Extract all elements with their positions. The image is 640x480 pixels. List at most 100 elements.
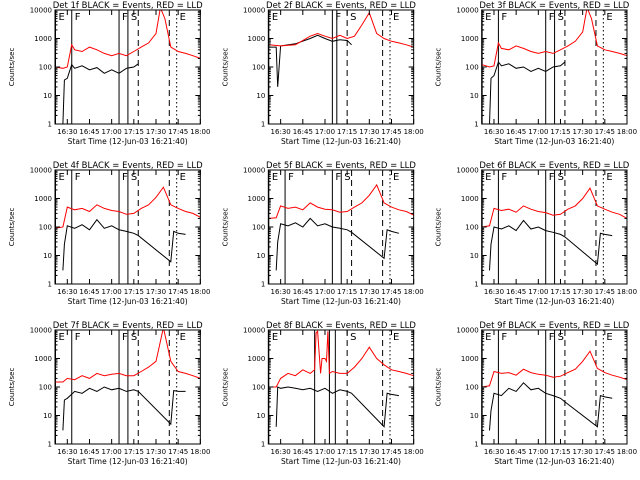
x-tick-label: 17:30 [359, 128, 379, 136]
y-tick-label: 100 [39, 64, 52, 72]
panel-title: Det 2f BLACK = Events, RED = LLD [266, 1, 416, 11]
x-tick-label: 17:00 [528, 128, 548, 136]
y-tick-label: 1 [261, 441, 265, 449]
x-tick-label: 17:30 [573, 128, 593, 136]
x-tick-label: 17:15 [124, 448, 144, 456]
y-axis-label: Counts/sec [221, 368, 229, 407]
event-marker-label: F [501, 172, 507, 183]
x-tick-label: 17:30 [146, 448, 166, 456]
panel-title: Det 8f BLACK = Events, RED = LLD [266, 321, 416, 331]
x-tick-label: 17:45 [168, 288, 188, 296]
x-tick-label: 16:30 [271, 128, 291, 136]
panel-title: Det 3f BLACK = Events, RED = LLD [479, 1, 629, 11]
y-tick-label: 10000 [456, 7, 478, 15]
event-marker-label: E [272, 332, 278, 343]
event-marker-label: F [335, 12, 341, 23]
y-tick-label: 1 [261, 121, 265, 129]
series-line-events [62, 218, 186, 271]
event-marker-label: F [288, 172, 294, 183]
x-tick-label: 16:30 [484, 448, 504, 456]
event-marker-label: F [122, 172, 128, 183]
x-tick-label: 16:30 [484, 288, 504, 296]
x-tick-label: 16:30 [57, 448, 77, 456]
y-tick-label: 10000 [30, 7, 52, 15]
x-tick-label: 17:30 [359, 448, 379, 456]
x-tick-label: 17:00 [315, 128, 335, 136]
y-tick-label: 10 [43, 412, 52, 420]
y-tick-label: 100 [465, 64, 478, 72]
y-tick-label: 10000 [456, 327, 478, 335]
x-tick-label: 17:45 [168, 128, 188, 136]
y-tick-label: 10000 [243, 327, 265, 335]
plot-frame [267, 9, 415, 125]
y-tick-label: 100 [39, 384, 52, 392]
x-tick-label: 17:00 [315, 448, 335, 456]
y-axis-label: Counts/sec [221, 208, 229, 247]
event-marker-label: E [485, 172, 491, 183]
x-tick-label: 16:45 [79, 288, 99, 296]
x-tick-label: 17:00 [102, 288, 122, 296]
event-marker-label: S [558, 12, 564, 23]
x-tick-label: 17:15 [550, 448, 570, 456]
x-tick-label: 16:45 [506, 288, 526, 296]
event-marker-label: E [485, 332, 491, 343]
x-tick-label: 16:30 [271, 448, 291, 456]
x-tick-label: 17:45 [381, 448, 401, 456]
y-tick-label: 100 [39, 224, 52, 232]
x-tick-label: 17:00 [528, 288, 548, 296]
series-line-events [62, 386, 186, 431]
event-marker-label: F [501, 12, 507, 23]
x-axis-label: Start Time (12-Jun-03 16:21:40) [494, 457, 614, 466]
y-tick-label: 10 [470, 252, 479, 260]
event-marker-label: E [272, 12, 278, 23]
y-tick-label: 10 [256, 252, 265, 260]
event-marker-label: E [606, 172, 612, 183]
y-tick-label: 100 [465, 384, 478, 392]
x-tick-label: 18:00 [190, 288, 210, 296]
event-marker-label: S [131, 12, 137, 23]
event-marker-label: S [344, 172, 350, 183]
y-tick-label: 10 [256, 92, 265, 100]
event-marker-label: F [549, 12, 555, 23]
event-marker-label: E [393, 12, 399, 23]
series-line-lld [55, 330, 201, 383]
series-line-lld [55, 186, 201, 229]
x-tick-label: 16:45 [79, 128, 99, 136]
y-tick-label: 1 [48, 121, 52, 129]
event-marker-label: E [180, 12, 186, 23]
panel-title: Det 9f BLACK = Events, RED = LLD [479, 321, 629, 331]
y-tick-label: 1 [474, 281, 478, 289]
y-tick-label: 1 [474, 121, 478, 129]
y-tick-label: 100 [252, 384, 265, 392]
x-tick-label: 18:00 [404, 448, 424, 456]
y-axis-label: Counts/sec [435, 48, 443, 87]
series-line-events [275, 217, 400, 271]
y-tick-label: 10000 [456, 167, 478, 175]
event-marker-label: S [350, 12, 356, 23]
x-tick-label: 17:15 [550, 288, 570, 296]
x-axis-label: Start Time (12-Jun-03 16:21:40) [68, 457, 188, 466]
event-marker-label: E [606, 332, 612, 343]
x-tick-label: 17:45 [595, 128, 615, 136]
y-axis-label: Counts/sec [8, 368, 16, 407]
event-marker-label: S [558, 172, 564, 183]
event-marker-label: F [501, 332, 507, 343]
event-marker-label: E [393, 332, 399, 343]
x-tick-label: 17:15 [337, 128, 357, 136]
y-axis-label: Counts/sec [221, 48, 229, 87]
x-axis-label: Start Time (12-Jun-03 16:21:40) [494, 297, 614, 306]
x-tick-label: 18:00 [617, 288, 637, 296]
y-axis-label: Counts/sec [435, 208, 443, 247]
series-line-lld [268, 183, 414, 219]
series-line-events [275, 386, 399, 428]
x-tick-label: 17:45 [595, 288, 615, 296]
x-axis-label: Start Time (12-Jun-03 16:21:40) [68, 137, 188, 146]
series-line-events [489, 60, 566, 124]
y-tick-label: 1000 [248, 35, 266, 43]
series-line-lld [268, 11, 414, 48]
series-line-lld [482, 187, 627, 228]
x-tick-label: 16:30 [57, 128, 77, 136]
event-marker-label: F [549, 172, 555, 183]
